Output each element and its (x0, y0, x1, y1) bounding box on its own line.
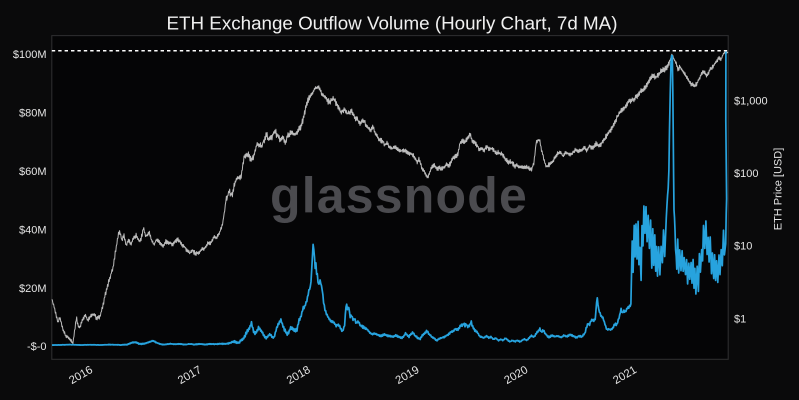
svg-text:$10: $10 (734, 241, 752, 253)
svg-text:$20M: $20M (19, 283, 47, 295)
svg-text:$40M: $40M (19, 225, 47, 237)
svg-text:ETH Price [USD]: ETH Price [USD] (773, 148, 785, 231)
svg-text:-$-0: -$-0 (27, 341, 47, 353)
svg-text:$1,000: $1,000 (734, 95, 768, 107)
svg-text:$100: $100 (734, 168, 758, 180)
svg-text:glassnode: glassnode (270, 168, 528, 224)
svg-text:ETH Exchange Outflow Volume (H: ETH Exchange Outflow Volume (Hourly Char… (167, 13, 618, 34)
svg-text:$100M: $100M (13, 49, 47, 61)
svg-text:$60M: $60M (19, 166, 47, 178)
svg-text:$1: $1 (734, 313, 746, 325)
svg-text:$80M: $80M (19, 107, 47, 119)
